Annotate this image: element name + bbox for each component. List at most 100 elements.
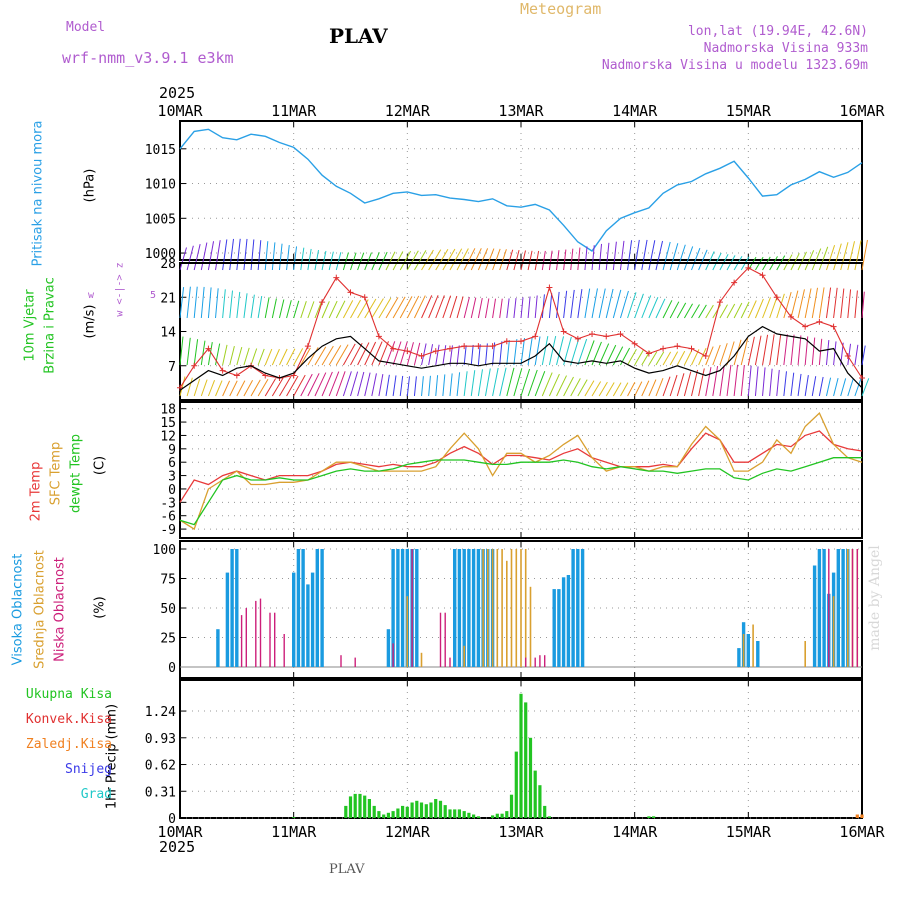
- wind-direction-arrow: [321, 371, 333, 397]
- wind-direction-arrow: [286, 300, 292, 319]
- wind-direction-arrow: [428, 344, 434, 366]
- wind-direction-arrow: [726, 364, 732, 397]
- wind-direction-arrow: [513, 368, 523, 397]
- wind-direction-arrow: [548, 373, 560, 397]
- cloud-bar-niska: [340, 655, 342, 667]
- temp-axis-tick-label: -3: [160, 496, 176, 511]
- temp-line-dewpt-temp: [179, 457, 862, 526]
- wind-direction-arrow: [833, 341, 837, 366]
- cloud-bar-srednja: [520, 549, 522, 667]
- wind-direction-arrow: [847, 241, 855, 271]
- wind-direction-arrow: [840, 242, 849, 271]
- wind-direction-arrow: [655, 351, 665, 366]
- cloud-bar-srednja: [847, 549, 849, 667]
- gust-marker: [773, 294, 780, 301]
- cloud-bar-visoka: [836, 549, 840, 667]
- precip-bar: [438, 800, 443, 819]
- wind-direction-arrow: [456, 372, 461, 397]
- wind-direction-arrow: [342, 371, 352, 397]
- wind-direction-arrow: [200, 379, 208, 397]
- wind-direction-arrow: [428, 295, 439, 319]
- cloud-bar-niska: [269, 612, 271, 667]
- wind-direction-arrow: [385, 374, 390, 397]
- wind-direction-arrow: [676, 373, 685, 397]
- gust-marker: [617, 330, 624, 337]
- wind-direction-arrow: [691, 369, 699, 397]
- precip-axis-tick-label: 0: [168, 812, 176, 827]
- wind-direction-arrow: [804, 288, 812, 319]
- wind-direction-arrow: [705, 251, 715, 271]
- x-label-top: 14MAR: [612, 102, 658, 120]
- cloud-bar-niska: [439, 612, 442, 667]
- wind-direction-arrow: [229, 290, 234, 319]
- cloud-bar-visoka: [306, 584, 310, 667]
- temp-axis-tick-label: -9: [160, 523, 176, 538]
- precip-bar: [401, 805, 405, 818]
- precip-bar: [292, 817, 296, 818]
- cloud-bar-niska: [240, 615, 243, 667]
- wind-direction-arrow: [293, 246, 298, 271]
- wind-direction-arrow: [264, 348, 273, 366]
- cloud-bar-niska: [444, 612, 446, 667]
- wind-direction-arrow: [506, 249, 514, 271]
- wind-direction-arrow: [470, 297, 477, 319]
- cloud-bar-srednja: [496, 549, 499, 667]
- wind-direction-arrow: [200, 286, 205, 319]
- wind-direction-arrow: [584, 380, 595, 397]
- wind-direction-arrow: [186, 337, 191, 366]
- wind-direction-arrow: [698, 368, 705, 397]
- wind-direction-arrow: [847, 343, 852, 366]
- wind-direction-arrow: [676, 244, 686, 271]
- cloud-bar-visoka: [292, 572, 296, 667]
- wind-direction-arrow: [435, 344, 440, 366]
- cloud-bar-visoka: [301, 549, 305, 667]
- wind-direction-arrow: [207, 342, 213, 366]
- wind-direction-arrow: [207, 241, 215, 271]
- gust-marker: [546, 284, 553, 291]
- wind-direction-arrow: [463, 345, 467, 366]
- wind-direction-arrow: [548, 293, 553, 319]
- gust-marker: [702, 352, 709, 359]
- cloud-bar-srednja: [524, 549, 527, 667]
- wind-direction-arrow: [463, 248, 476, 271]
- wind-direction-arrow: [506, 367, 515, 397]
- wind-direction-arrow: [612, 241, 617, 271]
- cloud-bar-visoka: [415, 549, 419, 667]
- wind-direction-arrow: [726, 303, 736, 319]
- cloud-bar-visoka: [561, 577, 566, 667]
- wind-direction-arrow: [584, 288, 591, 319]
- precip-axis-tick-label: 0.62: [145, 759, 176, 774]
- wind-direction-arrow: [293, 374, 306, 397]
- gust-marker: [319, 299, 326, 306]
- cloud-bar-niska: [411, 549, 413, 667]
- wind-direction-arrow: [747, 300, 757, 319]
- cloud-axis-tick-label: 50: [160, 602, 176, 617]
- wind-direction-arrow: [698, 249, 708, 271]
- wind-direction-arrow: [854, 378, 862, 397]
- wind-direction-arrow: [371, 298, 384, 319]
- wind-direction-arrow: [698, 347, 707, 366]
- wind-direction-arrow: [484, 343, 488, 366]
- wind-direction-arrow: [229, 380, 238, 397]
- wind-direction-arrow: [335, 371, 346, 397]
- x-label-top: 10MAR: [157, 102, 203, 120]
- cloud-axis-tick-label: 25: [160, 632, 176, 647]
- cloud-bar-visoka: [476, 549, 481, 667]
- gust-marker: [660, 345, 667, 352]
- wind-direction-arrow: [243, 293, 248, 319]
- wind-direction-arrow: [328, 300, 338, 319]
- model-elevation-text: Nadmorska Visina u modelu 1323.69m: [601, 58, 868, 73]
- wind-direction-arrow: [833, 287, 838, 319]
- wind-direction-arrow: [421, 343, 427, 366]
- gust-marker: [759, 272, 766, 279]
- cloud-bar-visoka: [462, 549, 466, 667]
- wind-direction-arrow: [207, 287, 212, 319]
- cloud-bar-srednja: [463, 645, 465, 667]
- wind-direction-arrow: [556, 375, 567, 397]
- precip-bar: [348, 796, 353, 818]
- precip-bar: [509, 794, 514, 818]
- wind-direction-arrow: [726, 341, 735, 366]
- temp-line-2m-temp: [179, 430, 863, 503]
- x-label-bottom: 11MAR: [271, 823, 317, 841]
- gust-marker: [191, 362, 198, 369]
